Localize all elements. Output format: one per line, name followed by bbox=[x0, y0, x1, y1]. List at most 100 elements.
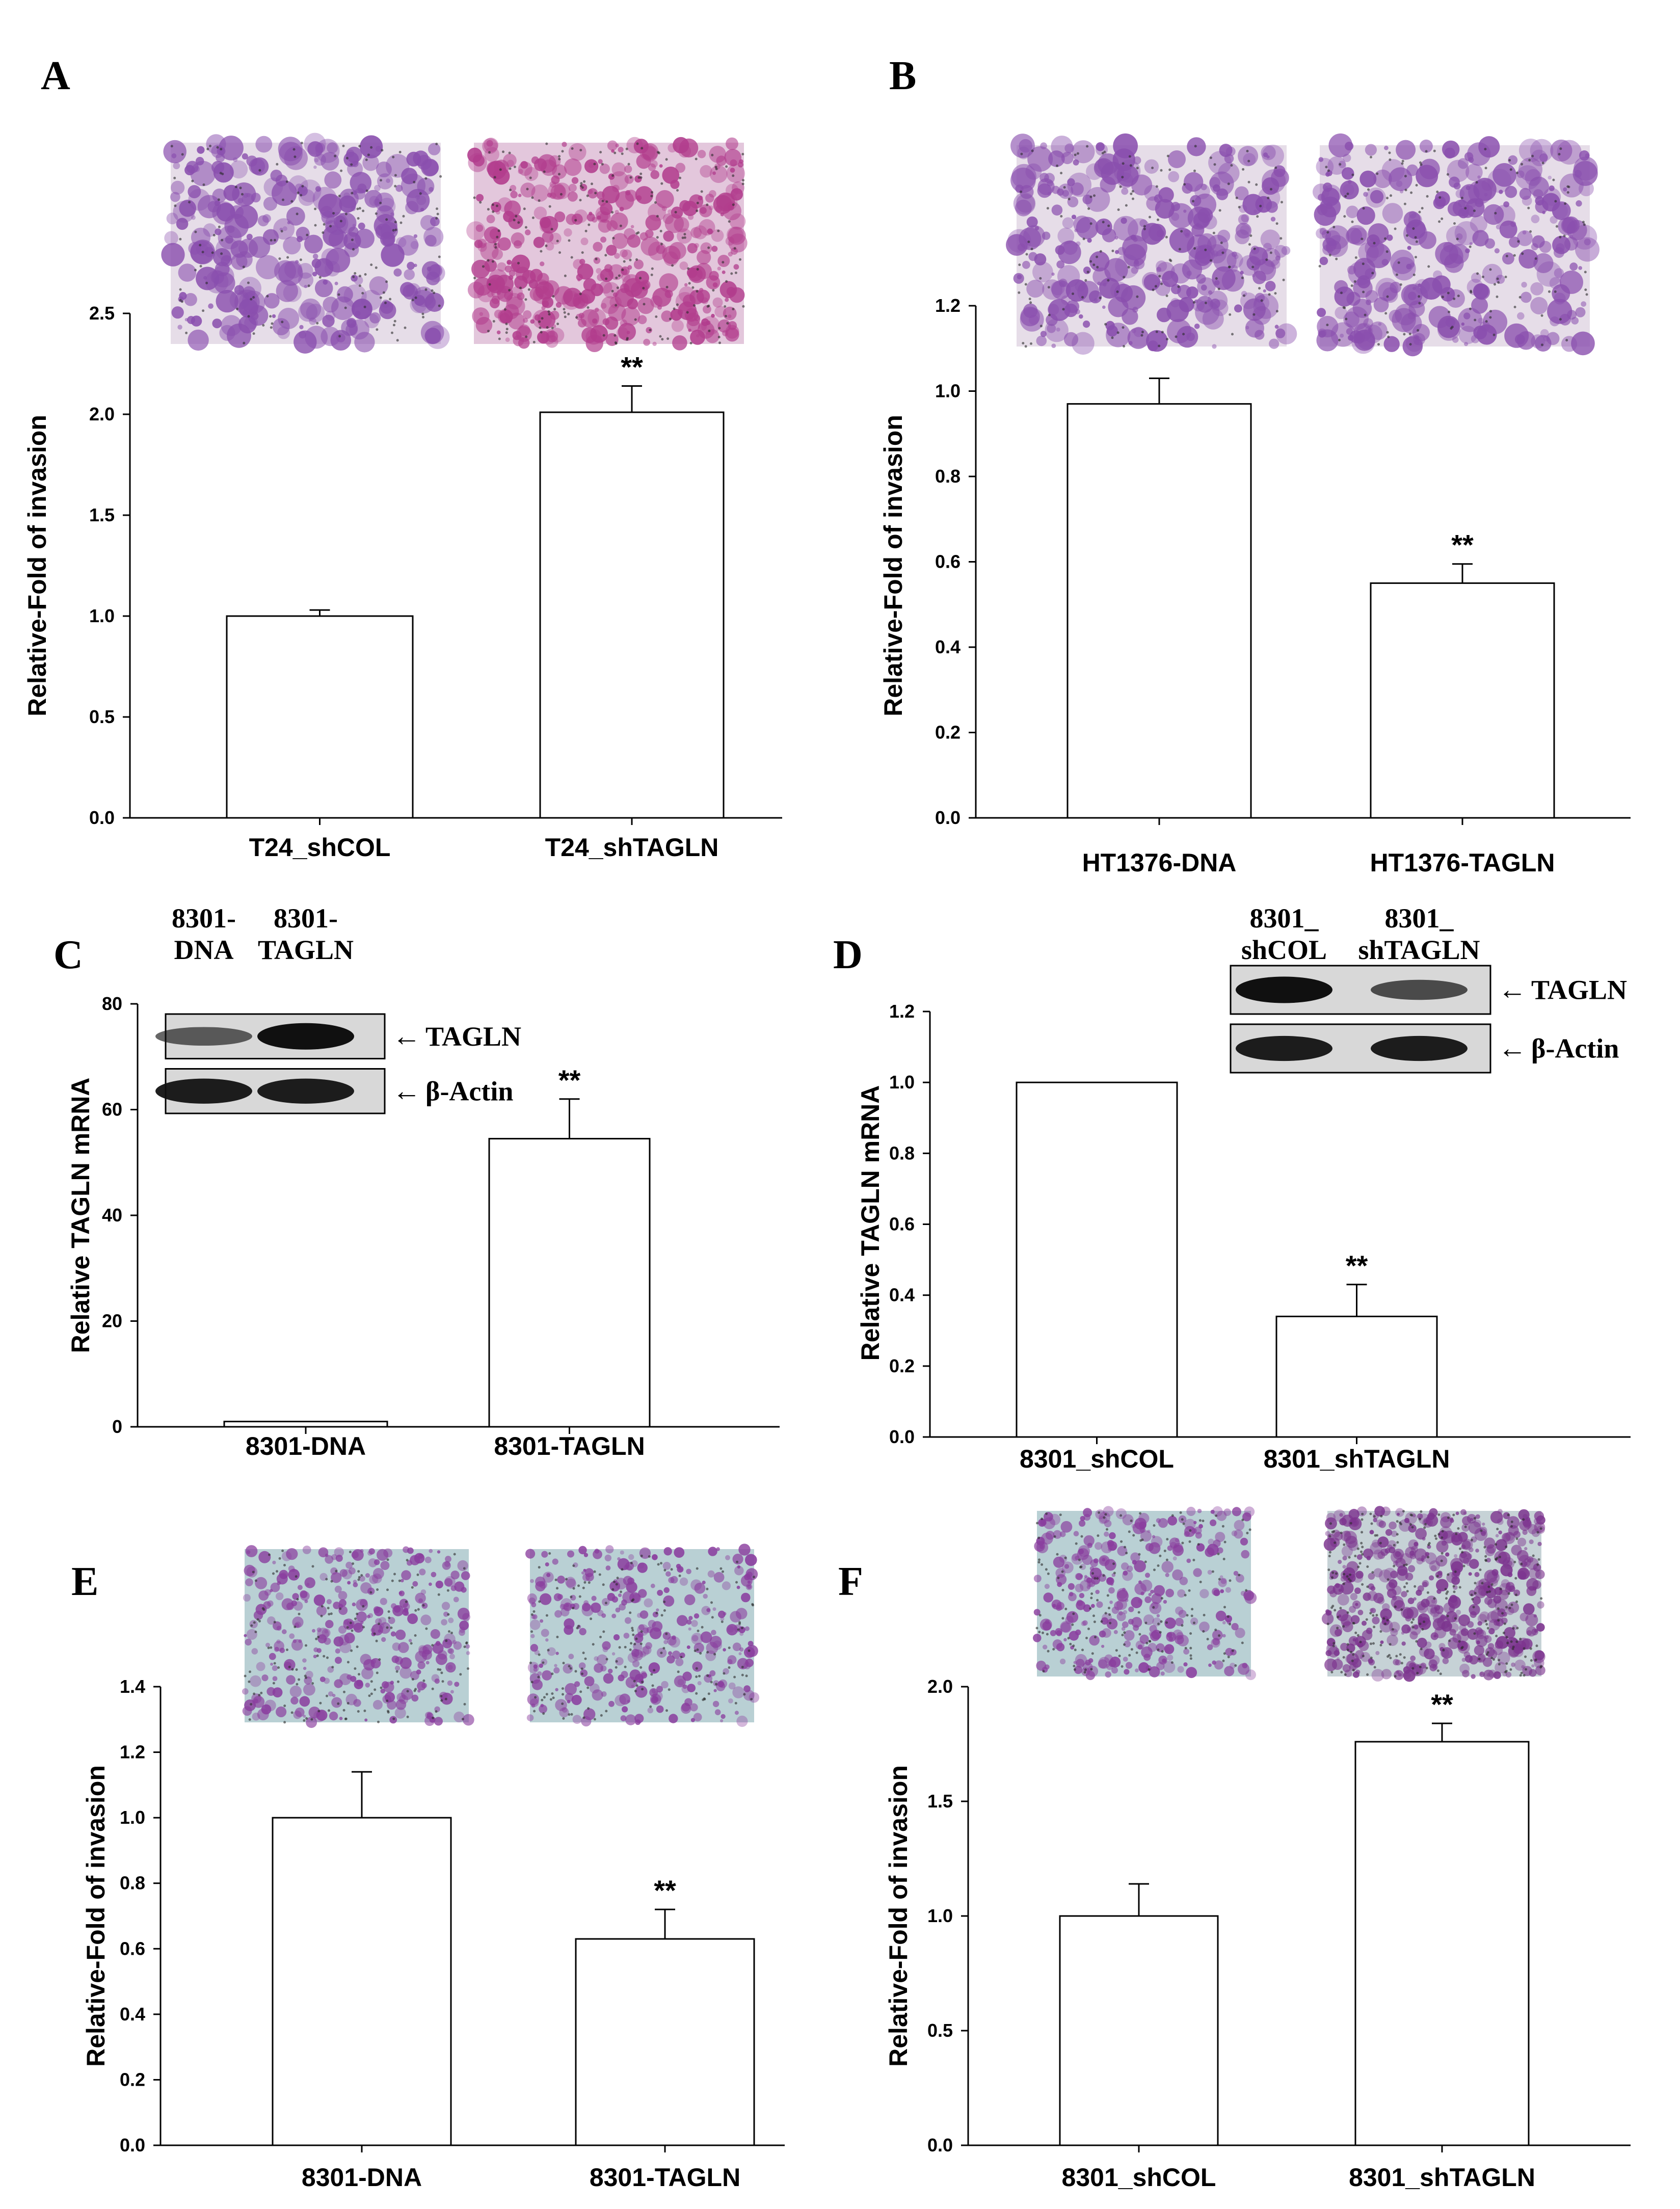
pore-dot bbox=[334, 154, 337, 157]
cell-blob bbox=[467, 147, 483, 163]
cell-blob bbox=[1484, 193, 1488, 197]
pore-dot bbox=[662, 1647, 665, 1649]
pore-dot bbox=[599, 1636, 602, 1638]
cell-blob bbox=[475, 316, 493, 334]
y-tick-label: 0.0 bbox=[120, 2135, 145, 2155]
cell-blob bbox=[1144, 1596, 1152, 1603]
pore-dot bbox=[732, 174, 735, 177]
cell-blob bbox=[1318, 194, 1325, 201]
cell-blob bbox=[1092, 267, 1111, 286]
pore-dot bbox=[1349, 1579, 1352, 1582]
cell-blob bbox=[707, 228, 713, 234]
cell-blob bbox=[607, 140, 618, 151]
cell-blob bbox=[1243, 1590, 1255, 1601]
y-tick-label: 40 bbox=[102, 1205, 122, 1226]
cell-blob bbox=[364, 1718, 368, 1722]
pore-dot bbox=[1401, 162, 1404, 165]
cell-blob bbox=[303, 1714, 306, 1718]
pore-dot bbox=[1046, 207, 1049, 210]
pore-dot bbox=[444, 1697, 447, 1700]
pore-dot bbox=[473, 196, 476, 199]
cell-blob bbox=[508, 312, 525, 330]
cell-blob bbox=[1108, 1587, 1115, 1594]
cell-blob bbox=[398, 1642, 409, 1653]
pore-dot bbox=[1484, 167, 1487, 170]
cell-blob bbox=[1457, 1640, 1468, 1651]
cell-blob bbox=[407, 1547, 414, 1554]
pore-dot bbox=[1218, 1578, 1221, 1581]
cell-blob bbox=[713, 1572, 725, 1583]
cell-blob bbox=[737, 1565, 741, 1569]
pore-dot bbox=[342, 1709, 345, 1712]
pore-dot bbox=[1409, 1513, 1412, 1516]
pore-dot bbox=[651, 267, 654, 270]
pore-dot bbox=[1396, 1533, 1399, 1536]
cell-blob bbox=[1213, 248, 1237, 272]
cell-blob bbox=[1429, 1575, 1434, 1581]
pore-dot bbox=[258, 1619, 261, 1622]
pore-dot bbox=[1490, 1583, 1494, 1586]
pore-dot bbox=[717, 229, 720, 232]
pore-dot bbox=[1352, 1653, 1355, 1656]
cell-blob bbox=[738, 162, 743, 168]
pore-dot bbox=[1160, 169, 1163, 172]
pore-dot bbox=[1496, 295, 1499, 298]
cell-blob bbox=[353, 1580, 357, 1584]
pore-dot bbox=[670, 1568, 673, 1571]
pore-dot bbox=[730, 272, 733, 275]
pore-dot bbox=[1118, 1655, 1121, 1658]
cell-blob bbox=[318, 194, 342, 218]
cell-blob bbox=[1233, 1571, 1239, 1576]
cell-blob bbox=[1490, 1511, 1503, 1524]
pore-dot bbox=[1159, 1631, 1162, 1634]
pore-dot bbox=[1446, 1614, 1449, 1617]
pore-dot bbox=[1474, 318, 1477, 322]
pore-dot bbox=[505, 328, 509, 331]
pore-dot bbox=[722, 261, 725, 264]
pore-dot bbox=[1504, 1670, 1507, 1673]
cell-blob bbox=[650, 1583, 655, 1588]
x-category-label: 8301-DNA bbox=[302, 2163, 422, 2192]
cell-blob bbox=[367, 1614, 370, 1618]
pore-dot bbox=[1461, 197, 1463, 199]
pore-dot bbox=[363, 1709, 366, 1712]
pore-dot bbox=[508, 289, 511, 291]
cell-blob bbox=[697, 250, 711, 264]
pore-dot bbox=[292, 148, 296, 151]
pore-dot bbox=[538, 1653, 541, 1656]
pore-dot bbox=[1462, 1564, 1465, 1567]
cell-blob bbox=[688, 265, 706, 283]
pore-dot bbox=[1372, 1614, 1375, 1617]
cell-blob bbox=[1175, 1617, 1184, 1627]
cell-blob bbox=[1376, 1519, 1384, 1527]
pore-dot bbox=[441, 1680, 444, 1683]
pore-dot bbox=[1018, 263, 1021, 267]
cell-blob bbox=[565, 1693, 574, 1702]
cell-blob bbox=[242, 310, 248, 316]
pore-dot bbox=[641, 1681, 644, 1684]
pore-dot bbox=[1523, 1647, 1526, 1650]
cell-blob bbox=[1511, 1545, 1522, 1556]
cell-blob bbox=[701, 318, 709, 326]
cell-blob bbox=[1172, 1556, 1177, 1561]
pore-dot bbox=[598, 1573, 601, 1576]
pore-dot bbox=[248, 1680, 251, 1683]
pore-dot bbox=[467, 1667, 469, 1670]
cell-blob bbox=[1426, 1595, 1437, 1607]
cell-blob bbox=[459, 1629, 465, 1636]
pore-dot bbox=[1253, 247, 1256, 250]
pore-dot bbox=[577, 1584, 580, 1587]
cell-blob bbox=[197, 146, 205, 154]
cell-blob bbox=[1505, 1532, 1514, 1541]
bar-8301-shcol bbox=[1016, 1081, 1178, 1438]
cell-blob bbox=[1190, 1617, 1198, 1626]
cell-blob bbox=[1215, 1532, 1225, 1542]
cell-blob bbox=[188, 329, 209, 351]
pore-dot bbox=[615, 304, 618, 307]
cell-blob bbox=[1405, 334, 1423, 352]
pore-dot bbox=[1369, 1512, 1372, 1515]
pore-dot bbox=[571, 147, 574, 150]
cell-blob bbox=[637, 1562, 648, 1573]
pore-dot bbox=[634, 1690, 637, 1692]
cell-blob bbox=[648, 203, 666, 222]
